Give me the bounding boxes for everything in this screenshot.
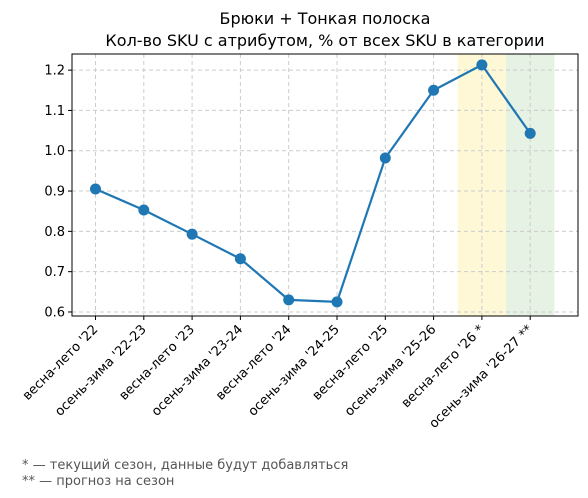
x-tick-label: осень-зима '23-24 xyxy=(149,322,246,419)
y-tick-label: 1.2 xyxy=(44,64,65,79)
highlight-bands xyxy=(457,54,555,316)
chart-title: Брюки + Тонкая полоска xyxy=(220,9,431,28)
data-point xyxy=(283,294,295,306)
footnote-current-season: * — текущий сезон, данные будут добавлят… xyxy=(22,458,348,473)
data-point xyxy=(138,204,150,216)
x-tick-label: осень-зима '24-25 xyxy=(246,322,343,419)
x-tick-label: весна-лето '26 * xyxy=(399,322,488,411)
x-tick-label: осень-зима '22-23 xyxy=(52,322,149,419)
data-point xyxy=(331,296,343,308)
series xyxy=(90,59,536,308)
data-point xyxy=(428,84,440,96)
chart-subtitle: Кол-во SKU с атрибутом, % от всех SKU в … xyxy=(105,31,544,50)
data-point xyxy=(476,59,488,71)
data-point xyxy=(186,228,198,240)
footnote-forecast: ** — прогноз на сезон xyxy=(22,474,174,489)
y-axis: 0.6 0.7 0.8 0.9 1.0 1.1 1.2 xyxy=(44,64,72,320)
highlight-band xyxy=(457,54,507,316)
y-tick-label: 0.6 xyxy=(44,305,65,320)
data-point xyxy=(90,183,101,195)
highlight-band xyxy=(506,54,555,316)
plot-frame xyxy=(71,53,579,317)
y-tick-label: 0.8 xyxy=(44,225,65,240)
x-tick-label: осень-зима '25-26 xyxy=(342,322,439,419)
grid xyxy=(72,54,578,316)
y-tick-label: 1.0 xyxy=(44,144,65,159)
y-tick-label: 0.9 xyxy=(44,185,65,200)
data-point xyxy=(234,253,246,265)
y-tick-label: 1.1 xyxy=(44,104,65,119)
data-point xyxy=(524,127,536,139)
series-line xyxy=(95,63,532,303)
y-tick-label: 0.7 xyxy=(44,265,65,280)
data-point xyxy=(379,152,391,164)
